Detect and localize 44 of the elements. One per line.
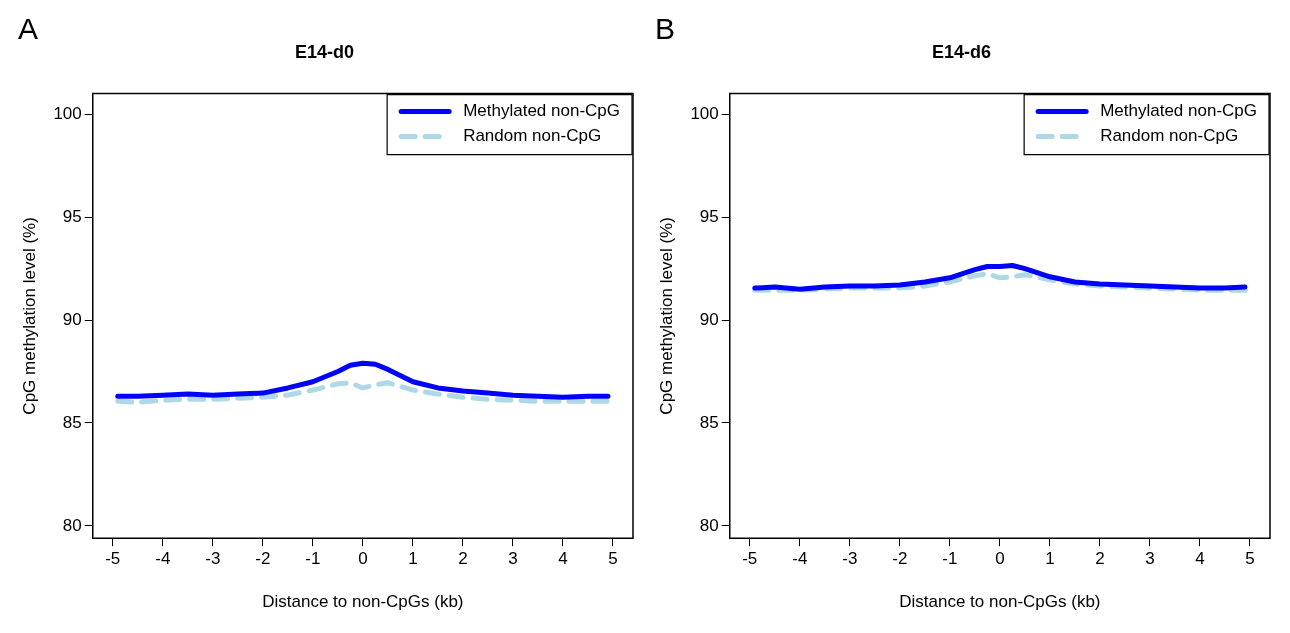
x-axis-title: Distance to non-CpGs (kb)	[899, 592, 1101, 612]
x-tick-label: 2	[458, 549, 468, 569]
chart-title: E14-d6	[931, 41, 992, 62]
x-axis-title: Distance to non-CpGs (kb)	[262, 592, 464, 612]
x-tick-label: 1	[1045, 549, 1055, 569]
x-tick-label: 5	[608, 549, 618, 569]
x-tick-label: -5	[105, 549, 121, 569]
y-tick-label: 80	[699, 515, 719, 535]
x-tick-label: 0	[358, 549, 368, 569]
x-tick-label: -2	[255, 549, 271, 569]
x-tick-label: -2	[892, 549, 908, 569]
y-tick-label: 95	[699, 206, 719, 226]
x-tick-label: -1	[942, 549, 958, 569]
y-tick-label: 80	[62, 515, 82, 535]
legend-label: Random non-CpG	[463, 126, 602, 146]
x-tick-label: 1	[408, 549, 418, 569]
x-tick-label: -1	[305, 549, 321, 569]
y-tick-label: 95	[62, 206, 82, 226]
text: A	[18, 12, 39, 46]
legend-label: Random non-CpG	[1100, 126, 1239, 146]
y-tick-label: 100	[53, 103, 82, 123]
x-tick-label: -3	[205, 549, 221, 569]
chart-title: E14-d0	[294, 41, 355, 62]
y-axis-title: CpG methylation level (%)	[19, 217, 39, 415]
x-tick-label: 4	[558, 549, 568, 569]
x-tick-label: 2	[1095, 549, 1105, 569]
y-axis-title: CpG methylation level (%)	[656, 217, 676, 415]
x-tick-label: -3	[842, 549, 858, 569]
x-tick-label: -5	[742, 549, 758, 569]
y-tick-label: 85	[62, 412, 82, 432]
x-tick-label: 3	[1145, 549, 1155, 569]
y-tick-label: 85	[699, 412, 719, 432]
y-tick-label: 90	[62, 309, 82, 329]
text: B	[655, 12, 676, 46]
y-tick-label: 90	[699, 309, 719, 329]
x-tick-label: -4	[155, 549, 171, 569]
legend-label: Methylated non-CpG	[1100, 101, 1258, 121]
x-tick-label: -4	[792, 549, 808, 569]
x-tick-label: 0	[995, 549, 1005, 569]
y-tick-label: 100	[690, 103, 719, 123]
legend-label: Methylated non-CpG	[463, 101, 621, 121]
x-tick-label: 3	[508, 549, 518, 569]
x-tick-label: 4	[1195, 549, 1205, 569]
x-tick-label: 5	[1245, 549, 1255, 569]
